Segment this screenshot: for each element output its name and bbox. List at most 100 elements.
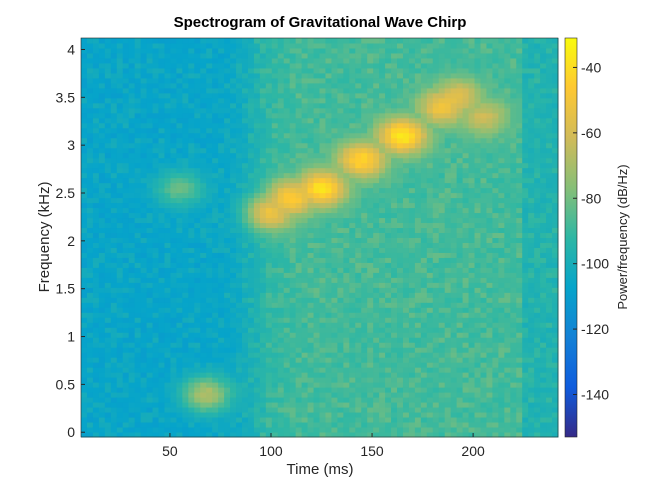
heatmap-cell [182, 227, 189, 234]
heatmap-cell [182, 77, 189, 84]
heatmap-cell [379, 257, 386, 263]
heatmap-cell [319, 267, 326, 273]
heatmap-cell [158, 82, 165, 89]
heatmap-cell [432, 392, 440, 398]
heatmap-cell [158, 72, 165, 79]
heatmap-cell [122, 292, 130, 298]
heatmap-cell [301, 122, 309, 129]
heatmap-cell [379, 38, 386, 44]
heatmap-cell [385, 132, 392, 139]
heatmap-cell [200, 322, 207, 328]
heatmap-cell [325, 157, 332, 164]
heatmap-cell [104, 377, 112, 383]
heatmap-cell [349, 432, 356, 438]
heatmap-cell [128, 47, 136, 54]
heatmap-cell [295, 287, 303, 293]
heatmap-cell [289, 242, 297, 248]
heatmap-cell [450, 392, 458, 398]
heatmap-cell [206, 57, 213, 64]
heatmap-cell [379, 172, 386, 179]
heatmap-cell [170, 67, 177, 74]
heatmap-cell [271, 172, 279, 179]
heatmap-cell [86, 57, 94, 64]
heatmap-cell [414, 432, 422, 438]
heatmap-cell [408, 377, 416, 383]
heatmap-cell [379, 92, 386, 99]
heatmap-cell [385, 257, 392, 263]
heatmap-cell [104, 182, 112, 189]
heatmap-cell [164, 252, 171, 258]
heatmap-cell [218, 357, 225, 363]
heatmap-cell [104, 362, 112, 368]
heatmap-cell [420, 82, 428, 89]
heatmap-cell [188, 142, 195, 149]
heatmap-cell [373, 232, 380, 238]
heatmap-cell [307, 402, 315, 408]
heatmap-cell [253, 432, 261, 438]
heatmap-cell [152, 357, 160, 363]
heatmap-cell [420, 392, 428, 398]
heatmap-cell [319, 167, 326, 174]
heatmap-cell [271, 367, 279, 373]
heatmap-cell [122, 297, 130, 303]
heatmap-cell [134, 212, 142, 219]
heatmap-cell [367, 92, 374, 99]
heatmap-cell [301, 377, 309, 383]
heatmap-cell [81, 372, 88, 378]
heatmap-cell [361, 38, 368, 44]
heatmap-cell [385, 57, 392, 64]
heatmap-cell [319, 347, 326, 353]
heatmap-cell [128, 362, 136, 368]
heatmap-cell [212, 182, 219, 189]
heatmap-cell [349, 207, 356, 214]
heatmap-cell [212, 322, 219, 328]
heatmap-cell [218, 392, 225, 398]
heatmap-cell [176, 217, 183, 224]
heatmap-cell [343, 212, 350, 219]
heatmap-cell [355, 377, 362, 383]
heatmap-cell [444, 182, 452, 189]
heatmap-cell [355, 232, 362, 238]
heatmap-cell [408, 202, 416, 209]
heatmap-cell [236, 107, 243, 114]
heatmap-cell [158, 322, 165, 328]
heatmap-cell [194, 272, 201, 278]
heatmap-cell [325, 77, 332, 84]
heatmap-cell [176, 97, 183, 104]
heatmap-cell [367, 322, 374, 328]
heatmap-cell [367, 247, 374, 253]
heatmap-cell [146, 177, 154, 184]
heatmap-cell [206, 172, 213, 179]
heatmap-cell [128, 62, 136, 69]
heatmap-cell [379, 207, 386, 214]
heatmap-cell [134, 352, 142, 358]
heatmap-cell [331, 67, 338, 74]
heatmap-cell [307, 337, 315, 343]
heatmap-cell [373, 42, 380, 49]
heatmap-cell [158, 402, 165, 408]
heatmap-cell [236, 112, 243, 119]
heatmap-cell [218, 342, 225, 348]
heatmap-cell [182, 247, 189, 253]
heatmap-cell [420, 52, 428, 59]
heatmap-cell [188, 152, 195, 159]
heatmap-cell [194, 38, 201, 44]
heatmap-cell [277, 147, 285, 154]
heatmap-cell [450, 332, 458, 338]
heatmap-cell [337, 372, 344, 378]
heatmap-cell [152, 122, 160, 129]
heatmap-cell [361, 337, 368, 343]
heatmap-cell [98, 142, 106, 149]
heatmap-cell [188, 237, 195, 243]
heatmap-cell [385, 82, 392, 89]
heatmap-cell [98, 112, 106, 119]
heatmap-cell [182, 432, 189, 438]
heatmap-cell [134, 97, 142, 104]
heatmap-cell [206, 92, 213, 99]
heatmap-cell [331, 292, 338, 298]
heatmap-cell [367, 242, 374, 248]
heatmap-cell [313, 247, 320, 253]
heatmap-cell [152, 162, 160, 169]
heatmap-cell [367, 267, 374, 273]
heatmap-cell [164, 47, 171, 54]
